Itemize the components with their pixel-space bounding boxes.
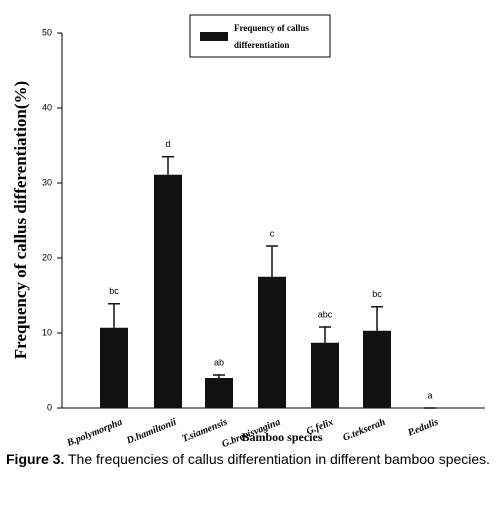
- y-tick-label: 20: [42, 252, 52, 262]
- x-tick-label: P.edulis: [406, 417, 440, 439]
- significance-label: ab: [214, 357, 224, 367]
- legend-label: Frequency of callus differentiation: [234, 23, 309, 50]
- significance-label: a: [427, 390, 432, 400]
- chart: Frequency of callus differentiation(%) B…: [11, 14, 485, 450]
- y-tick-label: 50: [42, 27, 52, 37]
- significance-label: bc: [109, 286, 119, 296]
- y-axis-title: Frequency of callus differentiation(%): [11, 81, 30, 359]
- y-tick-label: 30: [42, 177, 52, 187]
- bar: [205, 378, 233, 408]
- x-tick-label: B.polymorpha: [65, 417, 124, 450]
- error-bar: [162, 156, 174, 175]
- x-tick-label: G.tekserah: [341, 417, 387, 444]
- significance-label: abc: [318, 309, 333, 319]
- y-tick-label: 40: [42, 102, 52, 112]
- caption-text: The frequencies of callus differentiatio…: [68, 451, 491, 467]
- legend-swatch: [200, 32, 228, 41]
- bar: [363, 330, 391, 408]
- error-bar: [266, 245, 278, 277]
- bar: [100, 327, 128, 408]
- y-tick-label: 0: [47, 402, 52, 412]
- error-bar: [213, 374, 225, 378]
- error-bar: [319, 326, 331, 343]
- y-tick-label: 10: [42, 327, 52, 337]
- significance-label: bc: [372, 289, 382, 299]
- bar: [154, 174, 182, 408]
- x-tick-label: D.hamiltonii: [124, 417, 178, 447]
- bar: [311, 342, 339, 408]
- significance-label: d: [165, 139, 170, 149]
- error-bar: [371, 306, 383, 331]
- caption-label: Figure 3.: [6, 451, 65, 467]
- caption: Figure 3. The frequencies of callus diff…: [6, 451, 498, 468]
- error-bar: [108, 303, 120, 328]
- x-axis-title: Bamboo species: [242, 430, 323, 444]
- bar: [258, 276, 286, 408]
- significance-label: c: [270, 228, 275, 238]
